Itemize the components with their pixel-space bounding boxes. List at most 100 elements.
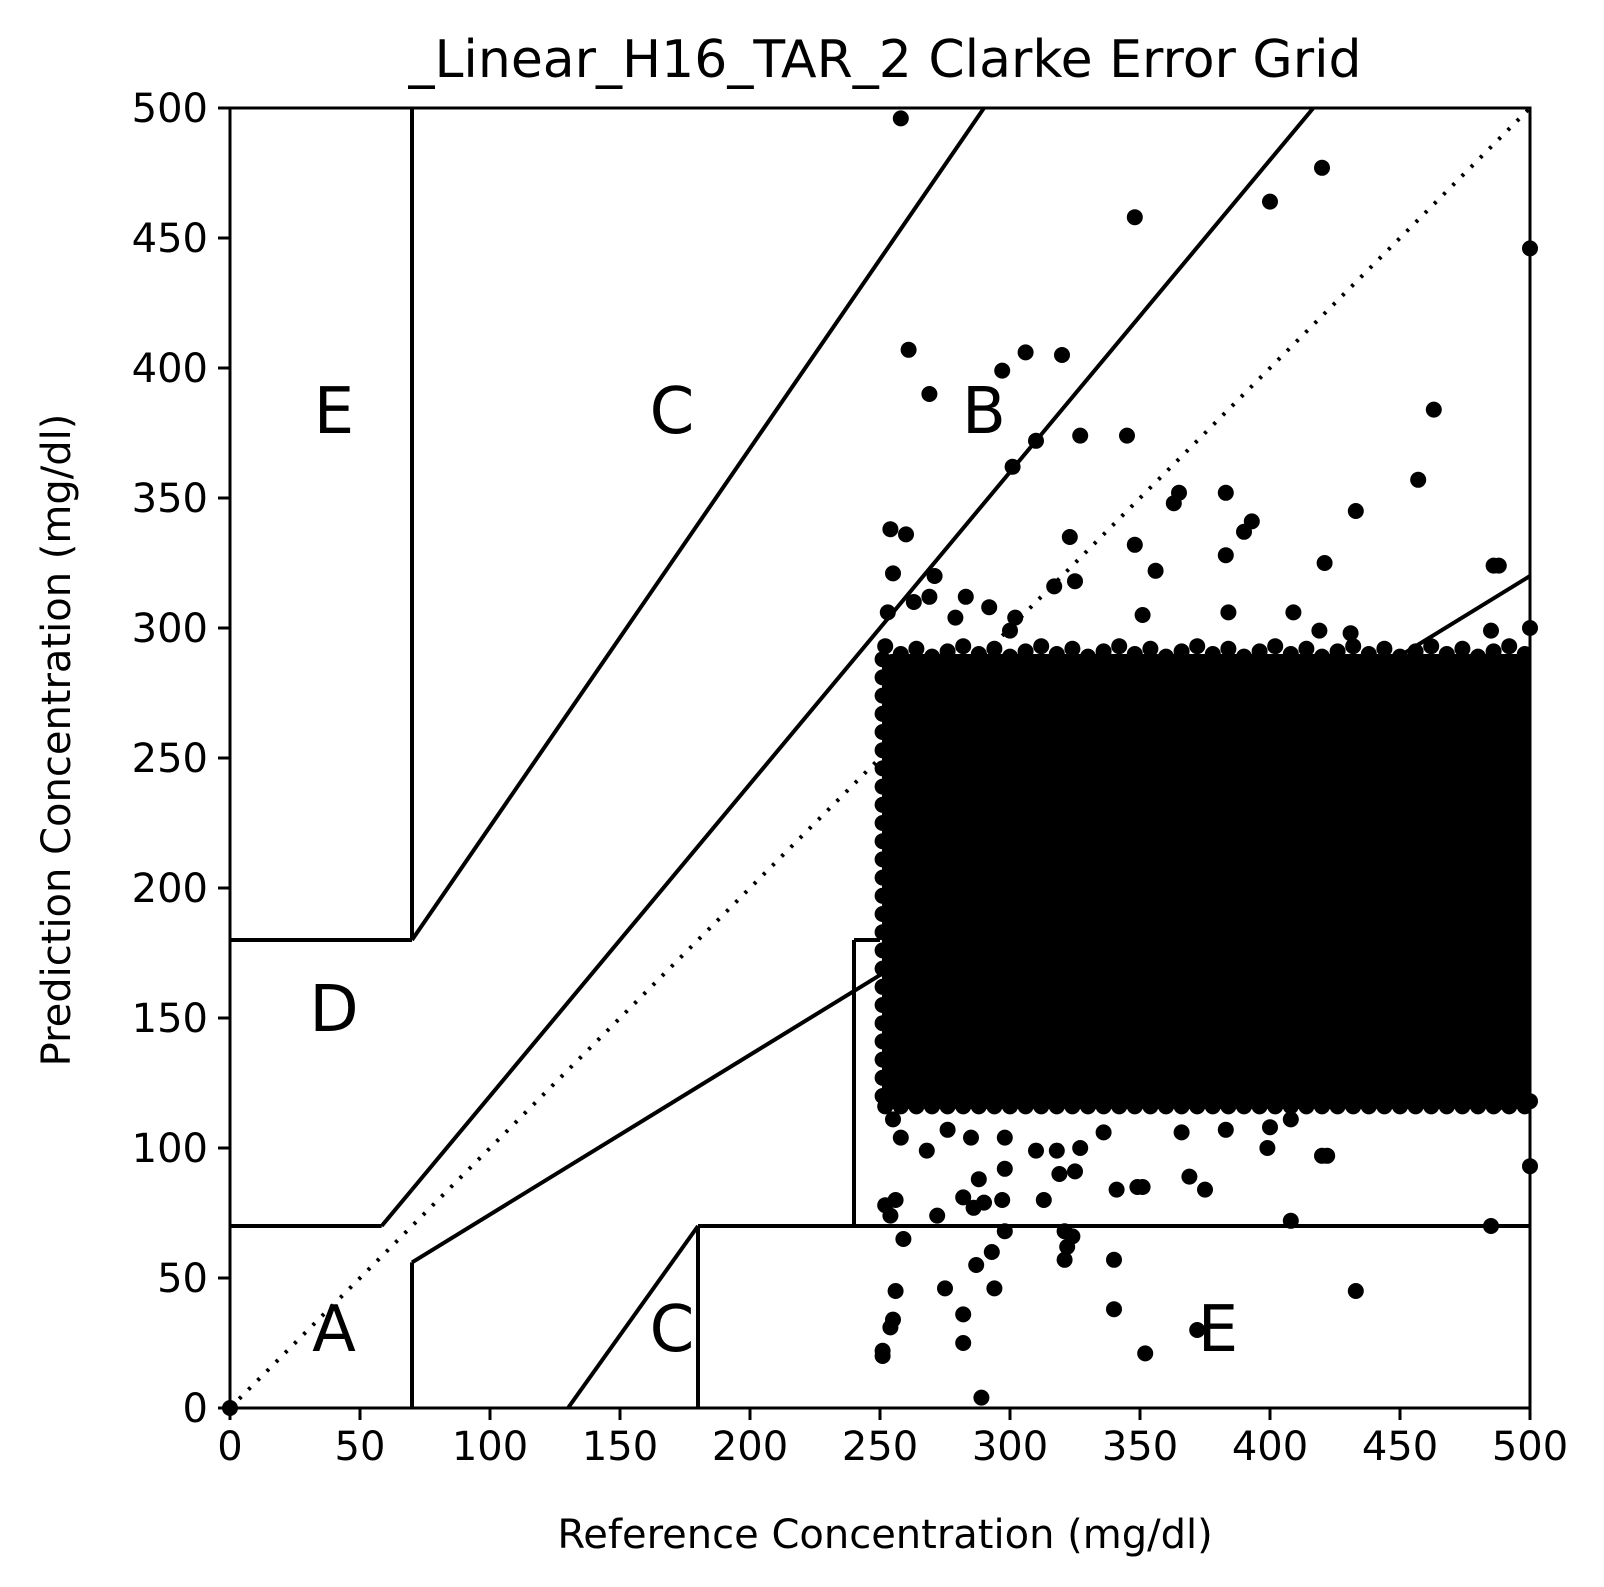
cloud-edge-point: [1095, 643, 1112, 660]
scatter-point: [970, 1171, 987, 1188]
cloud-edge-point: [1002, 1098, 1018, 1115]
scatter-point: [1051, 1166, 1068, 1182]
scatter-point: [874, 1348, 891, 1364]
cloud-edge-point: [1017, 643, 1034, 660]
x-tick-label: 100: [452, 1424, 528, 1470]
cloud-edge-point: [874, 705, 891, 722]
scatter-point: [996, 1129, 1013, 1146]
cloud-edge-point: [1376, 640, 1393, 657]
zone-label: D: [309, 973, 358, 1047]
cloud-edge-point: [1251, 643, 1268, 660]
scatter-point: [983, 1244, 1000, 1260]
scatter-point: [1119, 427, 1135, 444]
cloud-edge-point: [1282, 1098, 1299, 1115]
cloud-edge-point: [1048, 646, 1065, 662]
cloud-edge-point: [874, 1069, 891, 1086]
scatter-point: [1314, 1147, 1330, 1164]
cloud-edge-point: [1392, 648, 1408, 665]
scatter-point: [887, 1283, 904, 1299]
x-tick-label: 150: [582, 1424, 658, 1470]
scatter-point: [918, 1142, 935, 1159]
scatter-point: [963, 1129, 979, 1146]
cloud-edge-point: [1064, 640, 1081, 657]
scatter-point: [882, 1319, 899, 1336]
scatter-point: [1046, 578, 1063, 595]
cloud-edge-point: [874, 851, 891, 868]
scatter-point: [1259, 1140, 1276, 1156]
scatter-point: [1285, 604, 1302, 621]
scatter-point: [1061, 529, 1078, 545]
scatter-point: [1262, 193, 1278, 210]
cloud-edge-point: [1033, 1098, 1050, 1115]
scatter-point: [892, 1129, 909, 1146]
cloud-edge-point: [1220, 640, 1237, 657]
scatter-point: [885, 565, 901, 582]
cloud-edge-point: [874, 869, 891, 886]
zone-line: [410, 108, 986, 942]
scatter-point: [1347, 1283, 1364, 1299]
scatter-point: [955, 1189, 972, 1206]
zone-labels: E C B D A C E: [309, 375, 1238, 1367]
scatter-point: [947, 609, 964, 626]
cloud-edge-point: [1392, 1098, 1408, 1115]
cloud-edge-point: [874, 833, 891, 850]
cloud-edge-point: [1158, 648, 1174, 665]
scatter-point: [1181, 1168, 1198, 1185]
scatter-point: [1347, 503, 1364, 519]
scatter-point: [937, 1280, 953, 1297]
scatter-point: [1314, 159, 1330, 176]
scatter-point: [1048, 1142, 1065, 1159]
scatter-point: [1067, 1163, 1083, 1180]
cloud-edge-point: [1501, 1098, 1518, 1115]
cloud-edge-point: [939, 1098, 956, 1115]
cloud-edge-point: [1033, 638, 1050, 655]
scatter-point: [895, 1231, 912, 1247]
cloud-edge-point: [874, 978, 891, 995]
cloud-edge-point: [874, 1051, 891, 1068]
scatter-point: [1342, 625, 1359, 642]
zone-label: C: [650, 375, 695, 449]
x-axis-label: Reference Concentration (mg/dl): [557, 1512, 1212, 1558]
x-tick-label: 200: [712, 1424, 788, 1470]
scatter-point: [981, 599, 998, 616]
x-tick-label: 450: [1362, 1424, 1438, 1470]
cloud-edge-point: [1407, 643, 1424, 660]
cloud-edge-point: [874, 960, 891, 977]
cloud-edge-point: [1470, 648, 1486, 665]
cloud-edge-point: [1454, 640, 1471, 657]
x-tick-label: 50: [335, 1424, 386, 1470]
scatter-point: [1137, 1345, 1154, 1362]
cloud-edge-point: [874, 760, 891, 777]
scatter-point: [1067, 573, 1083, 590]
cloud-edge-point: [986, 1098, 1003, 1115]
y-tick-label: 0: [183, 1386, 208, 1432]
scatter-point: [1483, 1218, 1499, 1234]
cloud-edge-point: [955, 1098, 972, 1115]
scatter-point: [926, 568, 943, 584]
scatter-point: [1197, 1181, 1213, 1198]
cloud-edge-point: [1345, 1098, 1362, 1115]
cloud-edge-point: [874, 1088, 891, 1104]
scatter-point: [1165, 495, 1182, 512]
cloud-edge-point: [1173, 643, 1190, 660]
scatter-point: [1483, 622, 1499, 639]
scatter-point: [955, 1335, 972, 1351]
scatter-point: [885, 1111, 901, 1128]
scatter-point: [1007, 609, 1024, 626]
cloud-edge-point: [1376, 1098, 1393, 1115]
x-tick-label: 400: [1232, 1424, 1308, 1470]
zone-lines: [230, 108, 1530, 1408]
dense-cloud-block: [882, 654, 1530, 1109]
cloud-edge-point: [924, 648, 940, 665]
cloud-edge-point: [1282, 646, 1299, 662]
cloud-edge-point: [1048, 1098, 1065, 1115]
cloud-edge-point: [1220, 1098, 1237, 1115]
cloud-edge-point: [939, 643, 956, 660]
cloud-edge-point: [1126, 646, 1143, 662]
scatter-point: [1217, 547, 1234, 564]
scatter-point: [1220, 604, 1237, 621]
cloud-edge-point: [908, 640, 925, 657]
cloud-edge-point: [874, 997, 891, 1013]
cloud-edge-point: [1204, 1098, 1221, 1115]
y-tick-label: 150: [132, 996, 208, 1042]
